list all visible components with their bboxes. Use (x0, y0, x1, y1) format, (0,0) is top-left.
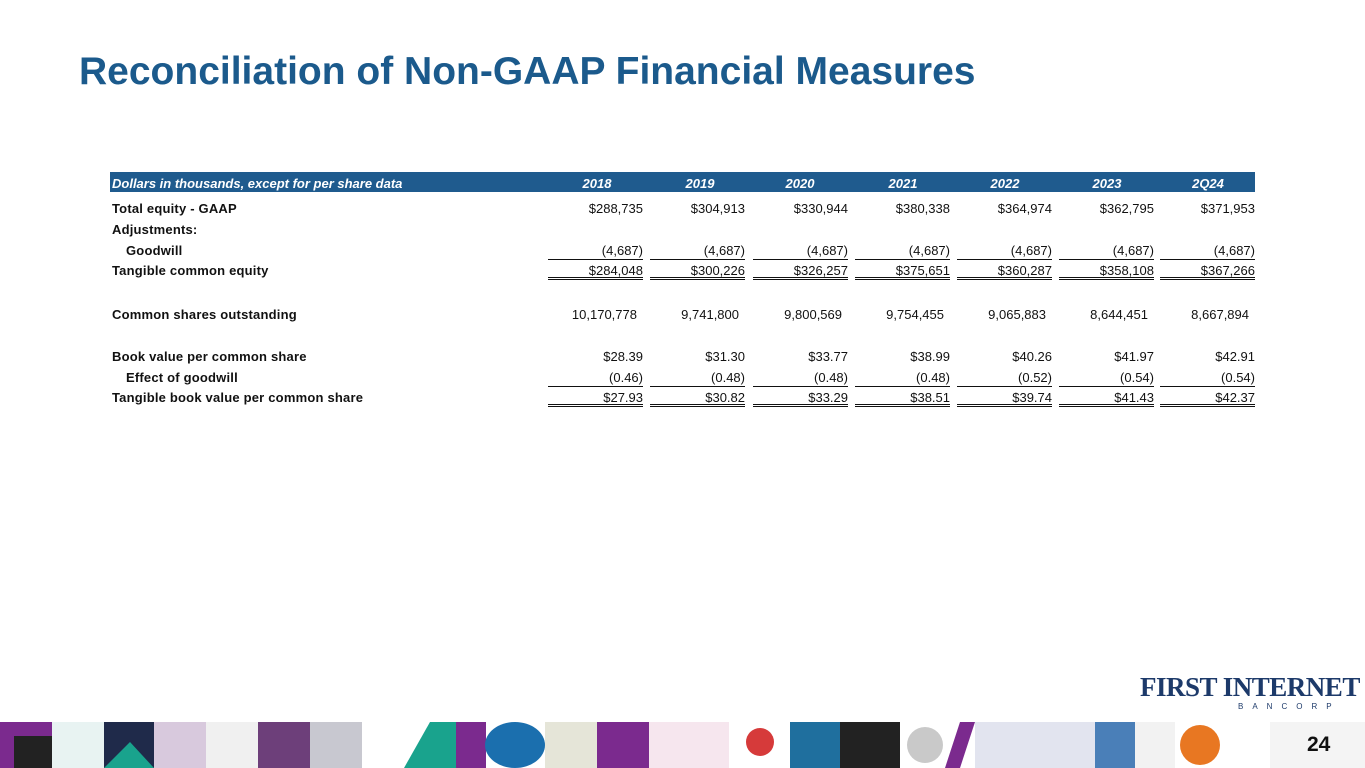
cell-value: $362,795 (1099, 201, 1154, 216)
header-year: 2Q24 (1192, 176, 1224, 191)
cell-value: $380,338 (895, 201, 950, 216)
row-label: Goodwill (126, 243, 183, 258)
cell-value: $28.39 (603, 349, 643, 364)
decorative-strip (0, 722, 1365, 768)
row-label: Effect of goodwill (126, 370, 238, 385)
cell-value: (4,687) (548, 243, 643, 260)
cell-value: $284,048 (548, 263, 643, 280)
cell-value: 9,741,800 (681, 307, 739, 322)
cell-value: (4,687) (957, 243, 1052, 260)
cell-value: $288,735 (588, 201, 643, 216)
row-label: Book value per common share (112, 349, 307, 364)
cell-value: (4,687) (1160, 243, 1255, 260)
header-label: Dollars in thousands, except for per sha… (112, 176, 403, 191)
cell-value: (0.48) (855, 370, 950, 387)
cell-value: $33.77 (808, 349, 848, 364)
header-year: 2018 (582, 176, 612, 191)
logo-subtitle: BANCORP (1238, 702, 1341, 711)
cell-value: $326,257 (753, 263, 848, 280)
cell-value: $371,953 (1200, 201, 1255, 216)
cell-value: $40.26 (1012, 349, 1052, 364)
cell-value: 9,754,455 (886, 307, 944, 322)
page-number: 24 (1307, 733, 1331, 756)
slide-title: Reconciliation of Non-GAAP Financial Mea… (79, 50, 976, 93)
cell-value: $304,913 (690, 201, 745, 216)
cell-value: (0.54) (1160, 370, 1255, 387)
cell-value: $360,287 (957, 263, 1052, 280)
cell-value: $33.29 (753, 390, 848, 407)
cell-value: $41.97 (1114, 349, 1154, 364)
cell-value: (0.48) (650, 370, 745, 387)
cell-value: $39.74 (957, 390, 1052, 407)
row-label: Tangible book value per common share (112, 390, 364, 405)
cell-value: (4,687) (1059, 243, 1154, 260)
cell-value: $364,974 (997, 201, 1052, 216)
cell-value: $367,266 (1160, 263, 1255, 280)
cell-value: $38.51 (855, 390, 950, 407)
header-year: 2020 (785, 176, 815, 191)
cell-value: $30.82 (650, 390, 745, 407)
cell-value: 9,800,569 (784, 307, 842, 322)
row-label: Total equity - GAAP (112, 201, 237, 216)
row-label: Tangible common equity (112, 263, 269, 278)
header-year: 2021 (888, 176, 918, 191)
cell-value: (4,687) (855, 243, 950, 260)
cell-value: $31.30 (705, 349, 745, 364)
cell-value: 8,644,451 (1090, 307, 1148, 322)
row-label: Adjustments: (112, 222, 198, 237)
cell-value: (0.46) (548, 370, 643, 387)
logo: FIRST INTERNET (1140, 672, 1360, 702)
cell-value: (0.48) (753, 370, 848, 387)
cell-value: 10,170,778 (571, 307, 637, 322)
cell-value: $300,226 (650, 263, 745, 280)
row-label: Common shares outstanding (112, 307, 297, 322)
header-year: 2023 (1092, 176, 1122, 191)
table-header-bar (110, 172, 1255, 192)
cell-value: 8,667,894 (1191, 307, 1249, 322)
cell-value: $38.99 (910, 349, 950, 364)
cell-value: $27.93 (548, 390, 643, 407)
cell-value: $375,651 (855, 263, 950, 280)
cell-value: (0.54) (1059, 370, 1154, 387)
cell-value: $42.37 (1160, 390, 1255, 407)
cell-value: $330,944 (793, 201, 848, 216)
cell-value: (4,687) (753, 243, 848, 260)
cell-value: (4,687) (650, 243, 745, 260)
cell-value: $42.91 (1215, 349, 1255, 364)
cell-value: $41.43 (1059, 390, 1154, 407)
cell-value: $358,108 (1059, 263, 1154, 280)
cell-value: 9,065,883 (988, 307, 1046, 322)
header-year: 2019 (685, 176, 715, 191)
cell-value: (0.52) (957, 370, 1052, 387)
header-year: 2022 (990, 176, 1020, 191)
